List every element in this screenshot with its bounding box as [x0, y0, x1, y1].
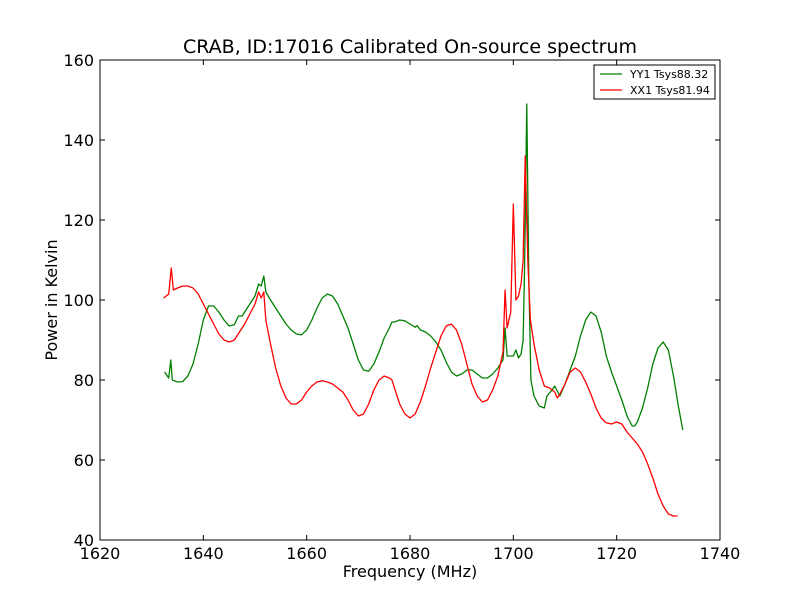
x-tick-label: 1740 [700, 544, 741, 563]
plot-frame [99, 59, 721, 541]
y-axis-label: Power in Kelvin [42, 239, 61, 360]
y-tick-label: 120 [63, 211, 94, 230]
series-line-yy1 [164, 103, 684, 431]
y-tick-label: 80 [74, 371, 94, 390]
tick-layer [99, 59, 721, 541]
y-tick-label: 160 [63, 51, 94, 70]
x-tick-label: 1700 [493, 544, 534, 563]
y-tick-label: 40 [74, 531, 94, 550]
legend-frame [593, 64, 716, 100]
plot-area [99, 59, 721, 541]
series-line-xx1 [163, 155, 678, 517]
series-layer [163, 103, 684, 517]
legend: YY1 Tsys88.32 XX1 Tsys81.94 [593, 64, 716, 100]
x-tick-label: 1720 [596, 544, 637, 563]
y-tick-label: 60 [74, 451, 94, 470]
y-tick-label: 100 [63, 291, 94, 310]
x-tick-label: 1680 [390, 544, 431, 563]
legend-entry-xx1: XX1 Tsys81.94 [630, 84, 710, 97]
x-axis-label: Frequency (MHz) [343, 562, 477, 581]
x-tick-label: 1660 [286, 544, 327, 563]
x-tick-label: 1620 [80, 544, 121, 563]
y-tick-label: 140 [63, 131, 94, 150]
tick-label-layer: 1620 1640 1660 1680 1700 1720 1740 40 60 80 100 120… [63, 51, 740, 563]
x-tick-label: 1640 [183, 544, 224, 563]
legend-entry-yy1: YY1 Tsys88.32 [629, 68, 708, 81]
chart-title: CRAB, ID:17016 Calibrated On-source spec… [183, 36, 637, 58]
